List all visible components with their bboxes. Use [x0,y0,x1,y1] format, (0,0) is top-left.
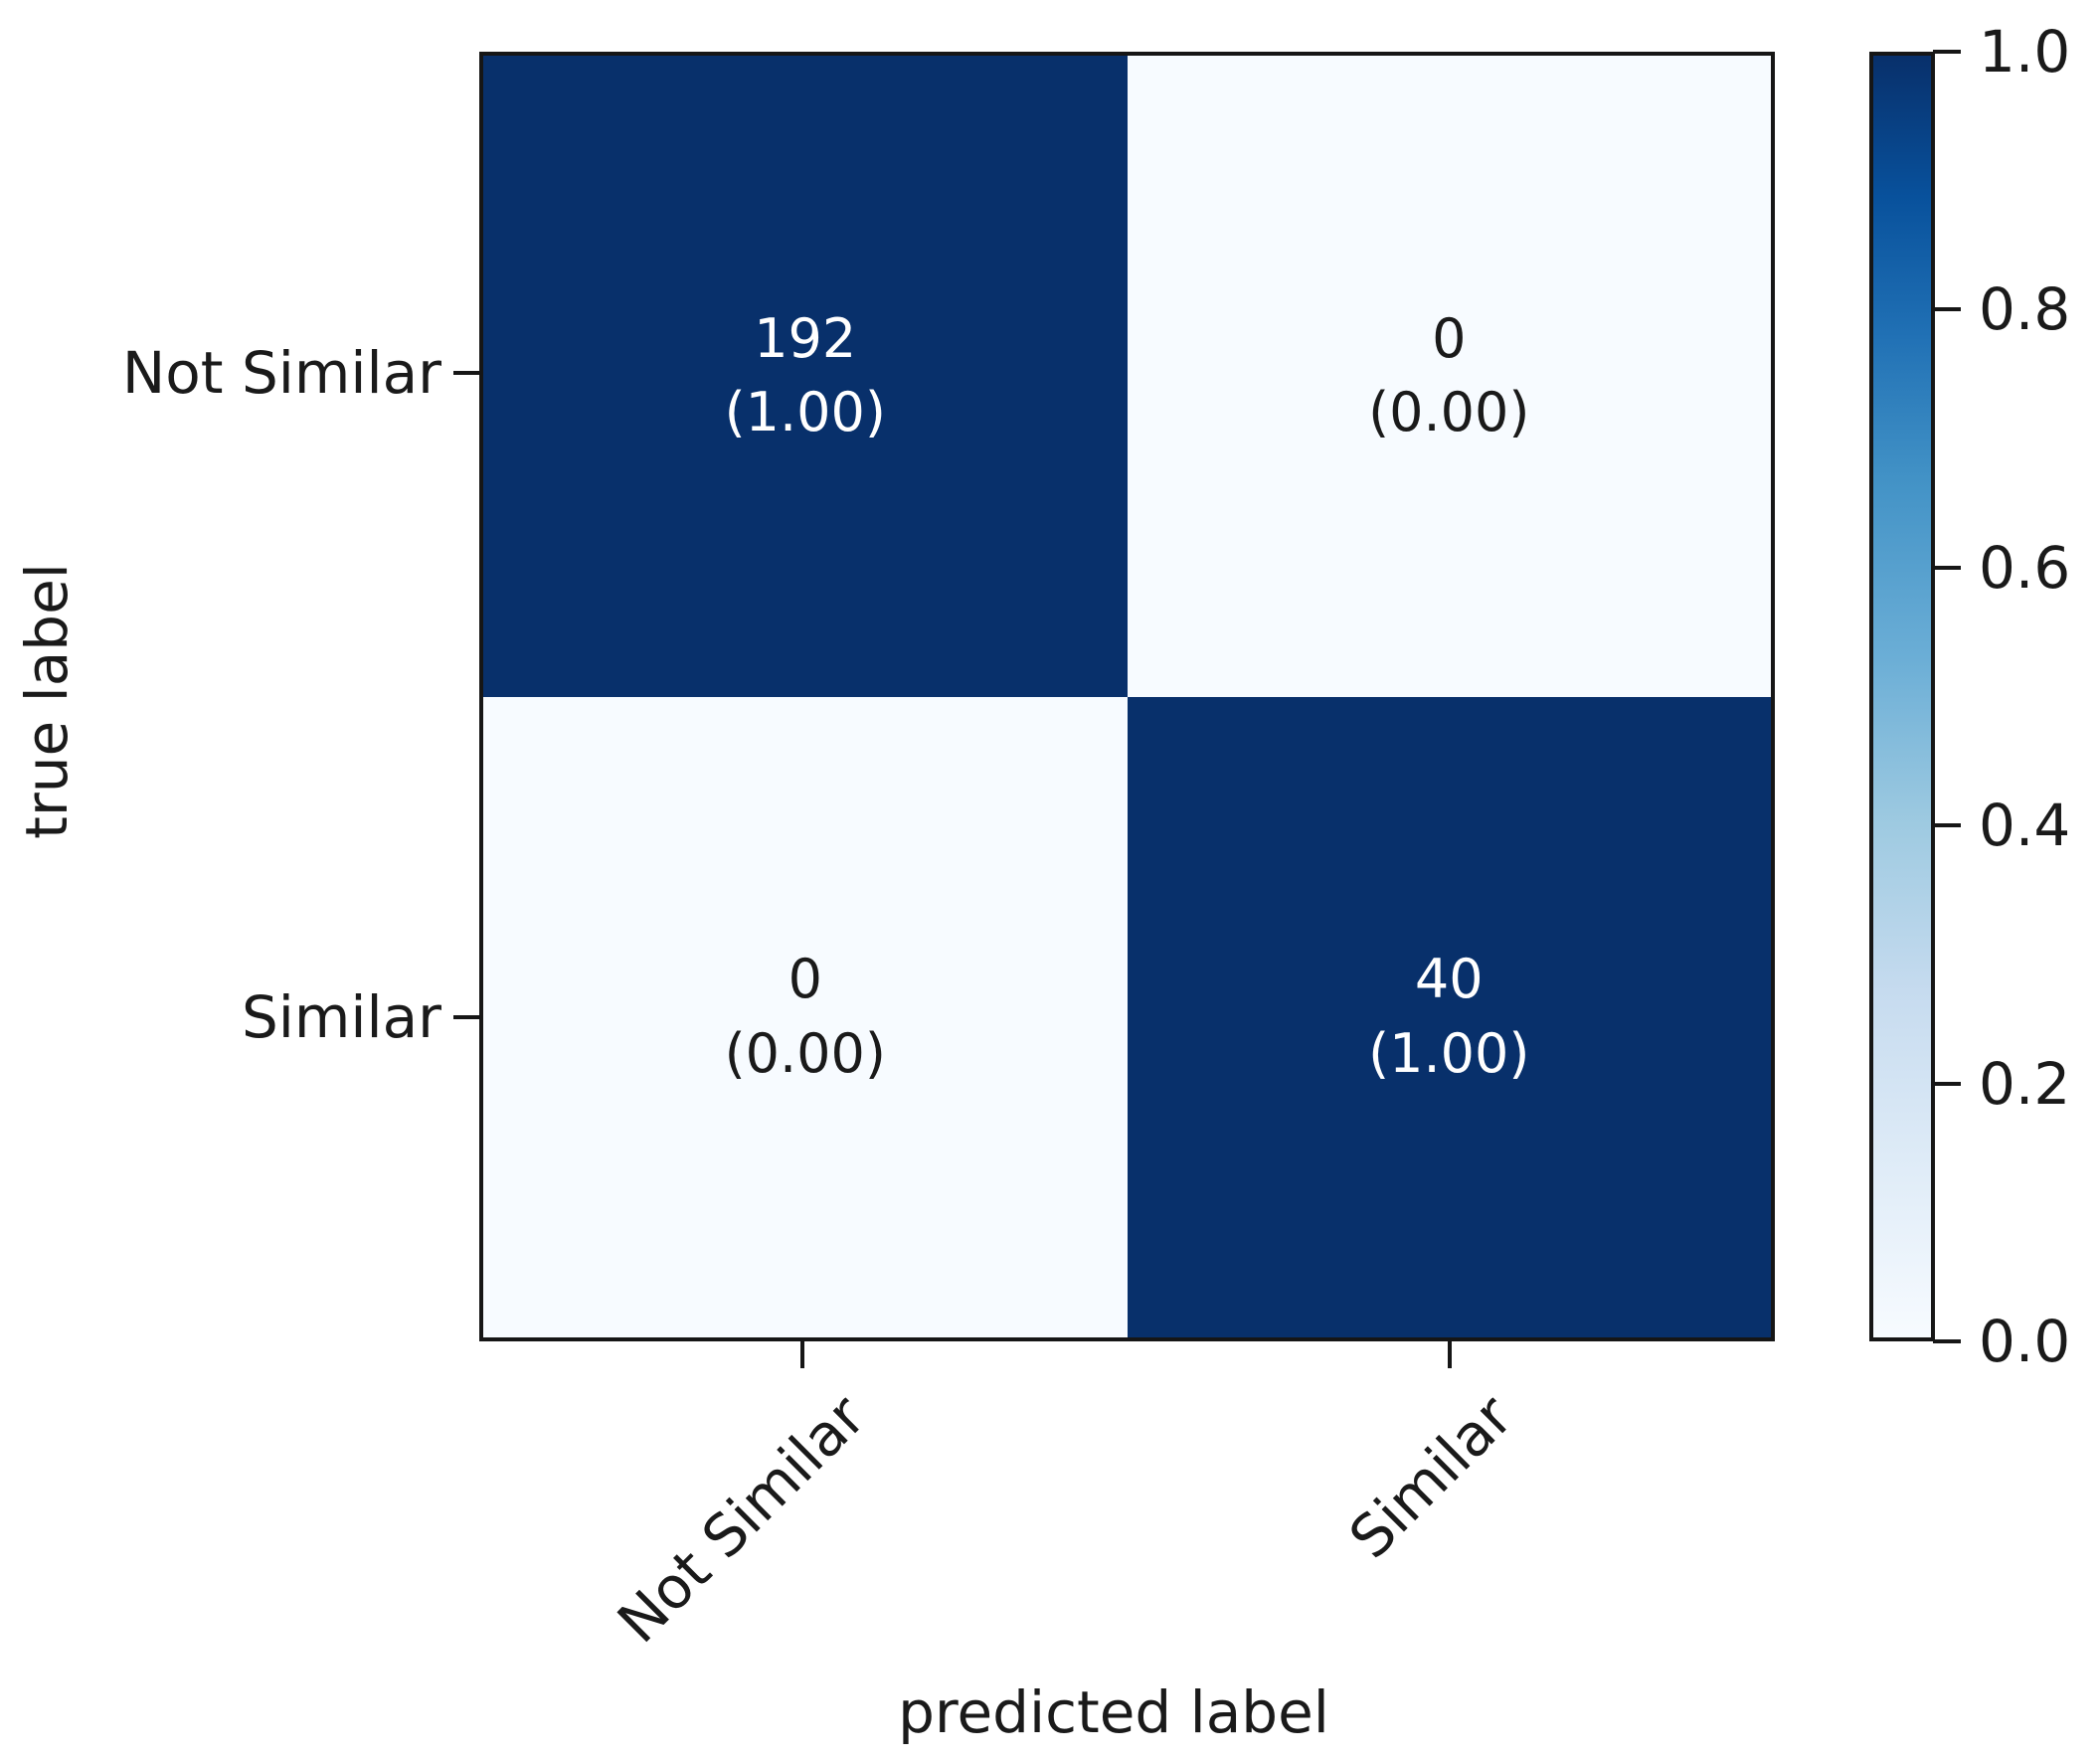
x-tick-mark-1 [800,1341,804,1368]
cell-count: 192 [754,306,857,370]
y-tick-label-similar: Similar [241,983,441,1051]
cell-fraction: (0.00) [724,1021,886,1085]
colorbar-tick-label-0.2: 0.2 [1979,1050,2071,1118]
colorbar-tick-mark-1.0 [1933,50,1961,54]
cell-count: 0 [1432,306,1467,370]
cell-fraction: (0.00) [1368,381,1530,444]
colorbar-tick-label-0.6: 0.6 [1979,534,2071,602]
colorbar-tick-label-0.4: 0.4 [1979,792,2071,859]
y-tick-mark-2 [453,1015,479,1019]
x-axis-title: predicted label [898,1678,1329,1746]
x-tick-mark-2 [1448,1341,1452,1368]
x-tick-label-not-similar: Not Similar [604,1382,879,1657]
colorbar [1869,52,1935,1341]
y-axis-title: true label [13,563,81,839]
cell-true-similar-pred-similar: 40 (1.00) [1127,696,1771,1337]
heatmap-matrix: 192 (1.00) 0 (0.00) 0 (0.00) 40 (1.00) [479,52,1775,1341]
x-tick-label-similar: Similar [1335,1382,1526,1572]
colorbar-tick-label-0.8: 0.8 [1979,275,2071,343]
cell-true-similar-pred-notsimilar: 0 (0.00) [483,696,1128,1337]
colorbar-tick-mark-0.6 [1933,566,1961,570]
colorbar-tick-label-1.0: 1.0 [1979,18,2071,86]
colorbar-tick-label-0.0: 0.0 [1979,1308,2071,1375]
cell-count: 0 [788,948,822,1011]
y-tick-label-not-similar: Not Similar [121,339,441,407]
colorbar-tick-mark-0.4 [1933,823,1961,827]
colorbar-tick-mark-0.0 [1933,1339,1961,1343]
cell-count: 40 [1414,948,1484,1011]
cell-fraction: (1.00) [724,381,886,444]
colorbar-tick-mark-0.2 [1933,1082,1961,1086]
colorbar-tick-mark-0.8 [1933,307,1961,311]
cell-fraction: (1.00) [1368,1021,1530,1085]
cell-true-notsimilar-pred-similar: 0 (0.00) [1127,56,1771,697]
cell-true-notsimilar-pred-notsimilar: 192 (1.00) [483,56,1128,697]
y-tick-mark-1 [453,371,479,375]
